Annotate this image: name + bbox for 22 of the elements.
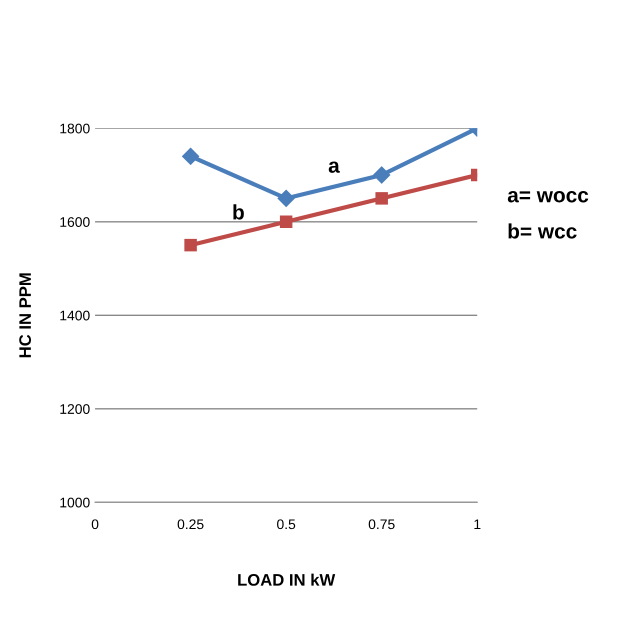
x-tick-label: 0 [92,519,98,530]
x-tick-label: 0.75 [368,519,395,530]
point [182,148,200,165]
series-label: b [233,204,244,220]
x-tick-label: 0.5 [277,519,296,530]
y-tick-label: 1400 [60,310,90,320]
point [375,192,388,205]
x-tick-label: 1 [474,519,480,530]
point [278,190,295,207]
text: b= wcc [508,223,577,239]
point [184,238,197,252]
y-axis-title: HC IN PPM [19,273,32,358]
text: a= wocc [508,191,588,202]
series-label: a [328,161,340,173]
x-axis-title: LOAD IN kW [238,574,336,586]
y-tick-label: 1000 [60,498,90,508]
point [280,216,292,228]
y-tick-label: 1200 [60,404,90,414]
x-tick-label: 0.25 [178,519,204,530]
y-tick-label: 1600 [60,217,90,227]
point [373,166,390,184]
y-tick-label: 1800 [60,124,90,134]
